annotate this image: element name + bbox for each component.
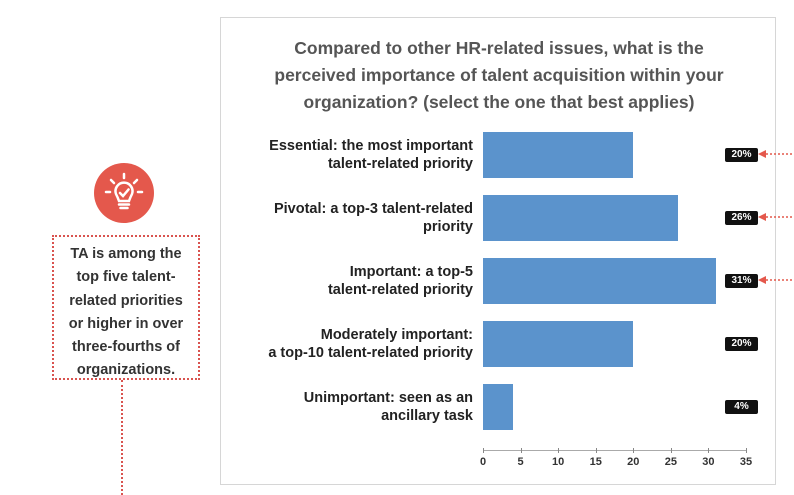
- x-tick-label: 30: [702, 456, 715, 468]
- chart-card: Compared to other HR-related issues, wha…: [220, 17, 776, 485]
- x-tick-label: 10: [552, 456, 565, 468]
- category-label-line: talent-related priority: [327, 282, 473, 298]
- x-tick-label: 5: [517, 456, 524, 468]
- callout-line: top five talent-: [76, 269, 176, 286]
- chart-title-line-1: Compared to other HR-related issues, wha…: [294, 38, 704, 58]
- x-tick-mark: [708, 448, 710, 453]
- value-label: 20%: [725, 148, 758, 162]
- x-tick-label: 25: [664, 456, 677, 468]
- lightbulb-check-icon: [94, 163, 154, 223]
- callout-line: three-fourths of: [72, 339, 180, 356]
- callout-line: TA is among the: [70, 246, 182, 262]
- category-label: Pivotal: a top-3 talent-related priority: [213, 200, 473, 236]
- x-tick-mark: [746, 448, 747, 453]
- category-label-line: priority: [423, 219, 473, 235]
- x-tick-label: 35: [739, 456, 753, 468]
- category-label: Important: a top-5 talent-related priorit…: [213, 263, 473, 299]
- callout-line: organizations.: [76, 362, 176, 379]
- callout-line: or higher in over: [68, 315, 184, 332]
- x-tick-label: 20: [627, 456, 640, 468]
- bar: [483, 384, 514, 430]
- highlight-arrow: [758, 276, 794, 284]
- category-label-line: Pivotal: a top-3 talent-related: [273, 201, 473, 217]
- bar: [483, 321, 634, 367]
- category-label-line: Important: a top-5: [349, 264, 473, 280]
- x-tick-mark: [483, 448, 484, 453]
- x-tick-mark: [633, 448, 635, 453]
- callout-box: TA is among the top five talent- related…: [52, 235, 200, 380]
- x-axis-line: [483, 450, 746, 451]
- category-label: Moderately important: a top-10 talent-rel…: [213, 326, 473, 362]
- category-label-line: a top-10 talent-related priority: [268, 345, 473, 361]
- x-tick-label: 15: [589, 456, 602, 468]
- value-label: 26%: [725, 211, 758, 225]
- chart-title-line-2: perceived importance of talent acquisiti…: [274, 65, 724, 85]
- bar: [483, 258, 716, 304]
- x-tick-mark: [520, 448, 522, 453]
- highlight-arrow: [758, 150, 794, 158]
- value-label: 31%: [725, 274, 758, 288]
- x-tick-mark: [670, 448, 672, 453]
- category-label-line: Essential: the most important: [269, 138, 473, 154]
- chart-title-line-3: organization? (select the one that best …: [303, 92, 695, 112]
- x-tick-mark: [595, 448, 597, 453]
- category-label-line: Unimportant: seen as an: [303, 390, 473, 406]
- category-label-line: talent-related priority: [327, 156, 473, 172]
- category-label: Unimportant: seen as an ancillary task: [213, 389, 473, 425]
- value-label: 4%: [725, 400, 758, 414]
- callout-text: TA is among the top five talent- related…: [54, 243, 198, 383]
- callout-line: related priorities: [69, 292, 183, 309]
- category-label: Essential: the most important talent-rela…: [213, 137, 473, 173]
- bar: [483, 195, 679, 241]
- x-tick-mark: [558, 448, 560, 453]
- category-label-line: Moderately important:: [320, 327, 473, 343]
- value-label: 20%: [725, 337, 758, 351]
- x-tick-label: 0: [479, 456, 487, 468]
- highlight-arrow: [758, 213, 794, 221]
- bar: [483, 132, 634, 178]
- callout-connector: [121, 380, 123, 495]
- category-label-line: ancillary task: [381, 408, 473, 424]
